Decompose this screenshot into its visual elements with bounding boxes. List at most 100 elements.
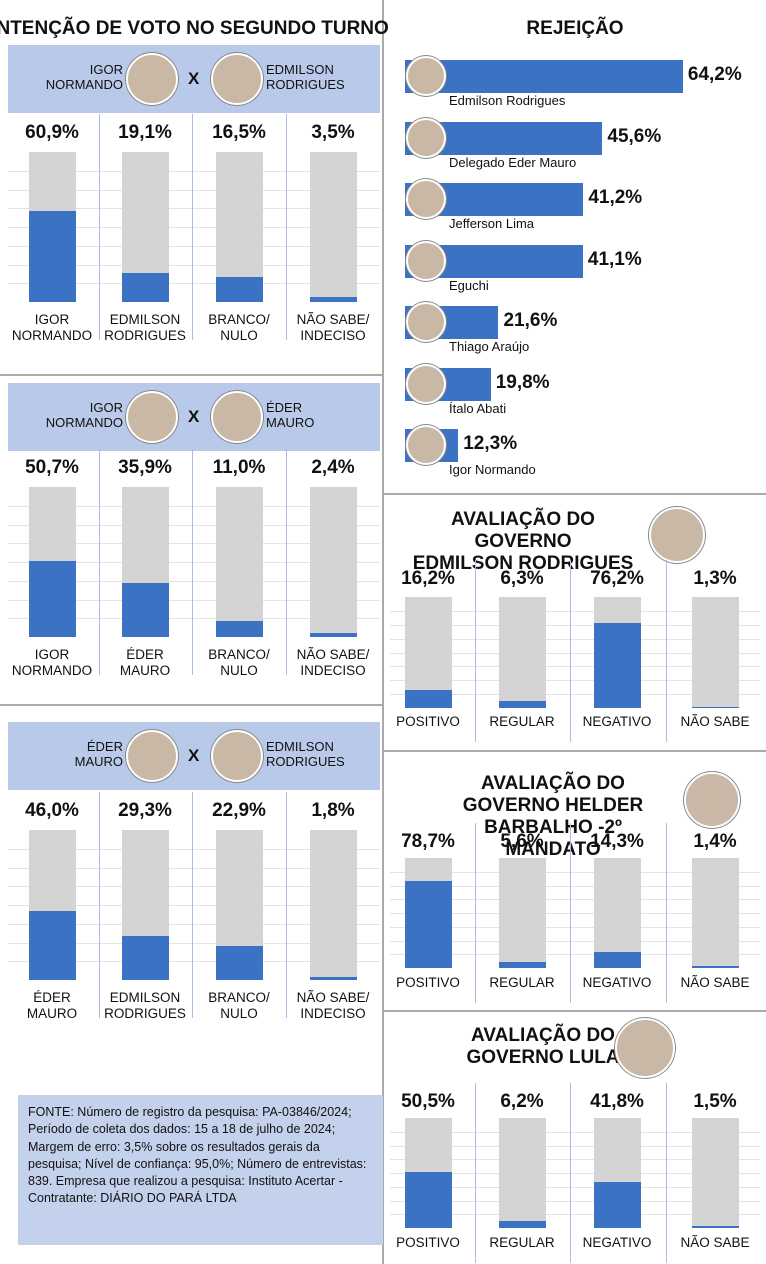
column-divider [569, 1083, 571, 1263]
chart-title: AVALIAÇÃO DO GOVERNO LULA [466, 1025, 620, 1068]
category-label: NEGATIVO [582, 975, 652, 990]
matchup-band [8, 722, 380, 790]
category-label: NÃO SABE/ INDECISO [296, 990, 370, 1021]
value-label: 14,3% [590, 831, 644, 852]
photo [126, 391, 178, 443]
category-label: EDMILSON RODRIGUES [104, 312, 186, 343]
guide-line [390, 940, 760, 942]
value-label: 6,2% [500, 1091, 544, 1112]
category-label: BRANCO/ NULO [208, 312, 270, 343]
column-divider [192, 792, 193, 1018]
column-divider [475, 823, 476, 1003]
chart-title: INTENÇÃO DE VOTO NO SEGUNDO TURNO [0, 18, 389, 39]
guide-line [8, 264, 380, 266]
column-divider [475, 560, 476, 742]
matchup-band [8, 45, 380, 113]
category-label: NÃO SABE [680, 975, 750, 990]
photo [211, 53, 263, 105]
value-label: 60,9% [25, 122, 79, 143]
value-label: 76,2% [590, 568, 644, 589]
guide-line [390, 638, 760, 640]
category-label: POSITIVO [396, 714, 460, 729]
photo [649, 507, 705, 563]
bar-track [594, 858, 641, 968]
guide-line [390, 680, 760, 682]
guide-line [390, 1200, 760, 1202]
column-divider [98, 792, 100, 1018]
value-label: 46,0% [25, 800, 79, 821]
guide-line [390, 1159, 760, 1161]
guide-line [390, 1186, 760, 1188]
candidate-name: IGOR NORMANDO [45, 62, 123, 92]
guide-line [8, 961, 380, 963]
category-label: NEGATIVO [582, 1235, 652, 1250]
guide-line [8, 923, 380, 925]
category-label: BRANCO/ NULO [208, 647, 270, 678]
chart-title: AVALIAÇÃO DO GOVERNO EDMILSON RODRIGUES [412, 509, 634, 574]
value-label: 50,5% [401, 1091, 455, 1112]
bar [122, 583, 169, 637]
guide-line [390, 913, 760, 914]
value-label: 29,3% [118, 800, 172, 821]
separator [384, 1010, 766, 1012]
guide-line [8, 170, 380, 172]
guide-line [8, 505, 380, 507]
guide-line [8, 848, 380, 850]
bar [29, 911, 76, 980]
category-label: NÃO SABE [680, 1235, 750, 1250]
guide-line [8, 245, 380, 247]
matchup-band [8, 383, 380, 451]
category-label: EDMILSON RODRIGUES [104, 990, 186, 1021]
chart-title: REJEIÇÃO [526, 18, 624, 39]
category-label: NÃO SABE [680, 714, 750, 729]
guide-line [8, 562, 380, 563]
guide-line [390, 652, 760, 654]
category-label: Thiago Araújo [449, 339, 530, 354]
category-label: NÃO SABE/ INDECISO [296, 647, 370, 678]
bar-track [310, 830, 357, 980]
guide-line [8, 580, 380, 582]
guide-line [8, 886, 380, 888]
category-label: REGULAR [489, 714, 555, 729]
photo [406, 302, 446, 342]
column-divider [569, 560, 571, 742]
guide-line [390, 1131, 760, 1133]
photo [126, 53, 178, 105]
bar [405, 60, 683, 93]
guide-line [8, 599, 380, 601]
value-label: 41,8% [590, 1091, 644, 1112]
value-label: 12,3% [463, 433, 518, 454]
value-label: 35,9% [118, 457, 172, 478]
photo [684, 772, 740, 828]
bar [405, 690, 452, 708]
bar-track [499, 597, 546, 708]
category-label: IGOR NORMANDO [11, 647, 93, 678]
bar-track [692, 1118, 739, 1228]
bar-track [405, 597, 452, 708]
bar [405, 881, 452, 968]
value-label: 16,5% [212, 122, 266, 143]
guide-line [390, 885, 760, 887]
guide-line [8, 189, 380, 191]
bar [692, 706, 739, 708]
guide-line [390, 1145, 760, 1147]
photo [406, 117, 446, 158]
value-label: 2,4% [311, 457, 355, 478]
category-label: REGULAR [489, 1235, 555, 1250]
candidate-name: ÉDER MAURO [74, 739, 123, 769]
guide-line [390, 1173, 760, 1174]
guide-line [8, 524, 380, 526]
guide-line [8, 905, 380, 906]
category-label: ÉDER MAURO [119, 647, 171, 678]
column-divider [666, 560, 667, 742]
value-label: 1,5% [693, 1091, 737, 1112]
bar-track [310, 152, 357, 302]
guide-line [390, 624, 760, 626]
guide-line [8, 543, 380, 545]
separator [384, 750, 766, 752]
bar-track [216, 487, 263, 637]
column-divider [192, 449, 193, 675]
bar [499, 961, 546, 968]
bar [216, 277, 263, 302]
